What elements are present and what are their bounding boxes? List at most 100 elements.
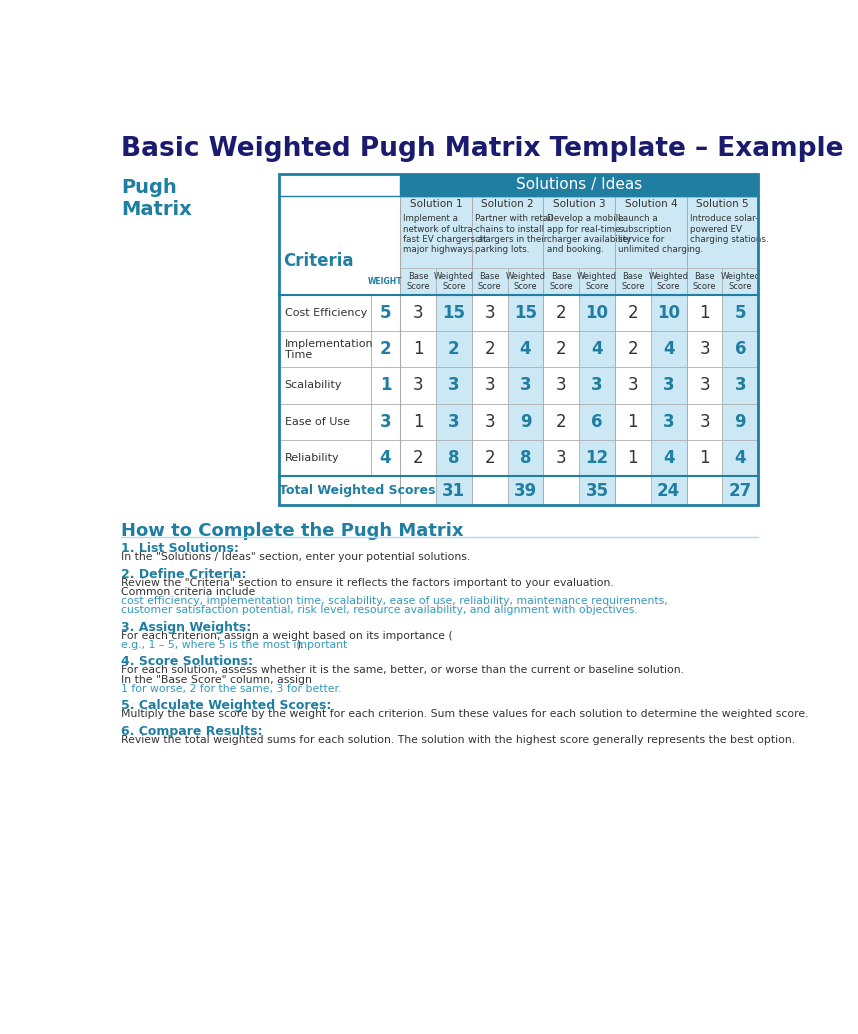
Text: 6. Compare Results:: 6. Compare Results: [121, 725, 263, 737]
Text: Ease of Use: Ease of Use [285, 417, 350, 427]
Text: Weighted
Score: Weighted Score [505, 272, 546, 292]
Text: 1: 1 [413, 413, 423, 431]
Text: 15: 15 [443, 304, 465, 323]
Bar [579, 268, 615, 295]
Bar [651, 367, 686, 403]
Bar [722, 268, 758, 295]
Bar [686, 439, 722, 476]
Bar [436, 439, 472, 476]
Text: 3: 3 [413, 376, 423, 395]
Bar [651, 268, 686, 295]
Text: 4: 4 [663, 449, 674, 467]
Bar [686, 331, 722, 367]
Bar [651, 476, 686, 506]
Bar [436, 403, 472, 439]
Text: 1 for worse, 2 for the same, 3 for better.: 1 for worse, 2 for the same, 3 for bette… [121, 683, 341, 694]
Text: 2: 2 [556, 304, 566, 323]
Text: Multiply the base score by the weight for each criterion. Sum these values for e: Multiply the base score by the weight fo… [121, 709, 809, 720]
Bar [543, 367, 579, 403]
Text: Base
Score: Base Score [549, 272, 573, 292]
Text: 24: 24 [657, 482, 680, 499]
Text: How to Complete the Pugh Matrix: How to Complete the Pugh Matrix [121, 522, 463, 540]
Bar [472, 403, 508, 439]
Text: 5: 5 [734, 304, 746, 323]
Bar [686, 367, 722, 403]
Text: Partner with retail
chains to install
chargers in their
parking lots.: Partner with retail chains to install ch… [475, 214, 553, 254]
Text: Scalability: Scalability [285, 381, 342, 391]
Text: 1. List Solutions:: 1. List Solutions: [121, 542, 239, 555]
Text: Review the "Criteria" section to ensure it reflects the factors important to you: Review the "Criteria" section to ensure … [121, 578, 614, 587]
Bar [280, 195, 400, 295]
Bar [651, 331, 686, 367]
Text: 3: 3 [627, 376, 638, 395]
Text: 2: 2 [485, 340, 495, 359]
Text: 3: 3 [485, 304, 495, 323]
Text: 10: 10 [586, 304, 608, 323]
Bar [436, 295, 472, 331]
Text: Base
Score: Base Score [692, 272, 716, 292]
Bar [436, 268, 472, 295]
Bar [280, 476, 436, 506]
Text: 10: 10 [657, 304, 680, 323]
Text: 3: 3 [448, 413, 460, 431]
Bar [280, 174, 758, 506]
Bar [436, 331, 472, 367]
Bar [400, 439, 436, 476]
Bar [651, 295, 686, 331]
Bar [615, 367, 651, 403]
Bar [400, 195, 472, 295]
Bar [543, 476, 579, 506]
Bar [686, 295, 722, 331]
Text: Implement a
network of ultra-
fast EV chargers at
major highways.: Implement a network of ultra- fast EV ch… [403, 214, 486, 254]
Bar [722, 331, 758, 367]
Text: cost efficiency, implementation time, scalability, ease of use, reliability, mai: cost efficiency, implementation time, sc… [121, 596, 668, 606]
Bar [543, 195, 615, 295]
Text: Solutions / Ideas: Solutions / Ideas [517, 178, 643, 192]
Bar [280, 295, 371, 331]
Text: customer satisfaction potential, risk level, resource availability, and alignmen: customer satisfaction potential, risk le… [121, 605, 638, 615]
Bar [508, 268, 543, 295]
Text: 3: 3 [448, 376, 460, 395]
Bar [400, 268, 436, 295]
Bar [472, 367, 508, 403]
Bar [472, 331, 508, 367]
Text: 1: 1 [627, 413, 638, 431]
Bar [472, 268, 508, 295]
Text: e.g., 1 – 5, where 5 is the most important: e.g., 1 – 5, where 5 is the most importa… [121, 640, 347, 650]
Text: 3: 3 [699, 376, 710, 395]
Text: 3: 3 [699, 340, 710, 359]
Text: 2: 2 [556, 413, 566, 431]
Bar [615, 195, 686, 295]
Text: 6: 6 [734, 340, 746, 359]
Text: 12: 12 [585, 449, 608, 467]
Text: 35: 35 [585, 482, 608, 499]
Bar [371, 439, 400, 476]
Text: 2: 2 [379, 340, 391, 359]
Text: Implementation
Time: Implementation Time [285, 338, 373, 360]
Bar [508, 331, 543, 367]
Bar [508, 367, 543, 403]
Text: 5: 5 [380, 304, 391, 323]
Text: 3: 3 [556, 449, 566, 467]
Bar [371, 295, 400, 331]
Bar [543, 331, 579, 367]
Bar [280, 439, 371, 476]
Text: Solution 5: Solution 5 [696, 200, 749, 209]
Bar [400, 295, 436, 331]
Bar [400, 367, 436, 403]
Text: 5. Calculate Weighted Scores:: 5. Calculate Weighted Scores: [121, 699, 331, 712]
Bar [280, 367, 371, 403]
Bar [615, 439, 651, 476]
Text: 3: 3 [485, 376, 495, 395]
Bar [472, 439, 508, 476]
Text: Introduce solar-
powered EV
charging stations.: Introduce solar- powered EV charging sta… [690, 214, 769, 244]
Text: 1: 1 [380, 376, 391, 395]
Bar [722, 367, 758, 403]
Text: For each criterion, assign a weight based on its importance (: For each criterion, assign a weight base… [121, 631, 453, 641]
Text: 2: 2 [485, 449, 495, 467]
Text: 3. Assign Weights:: 3. Assign Weights: [121, 620, 251, 634]
Text: Review the total weighted sums for each solution. The solution with the highest : Review the total weighted sums for each … [121, 735, 795, 744]
Text: 27: 27 [728, 482, 752, 499]
Text: 3: 3 [591, 376, 603, 395]
Text: Reliability: Reliability [285, 453, 340, 463]
